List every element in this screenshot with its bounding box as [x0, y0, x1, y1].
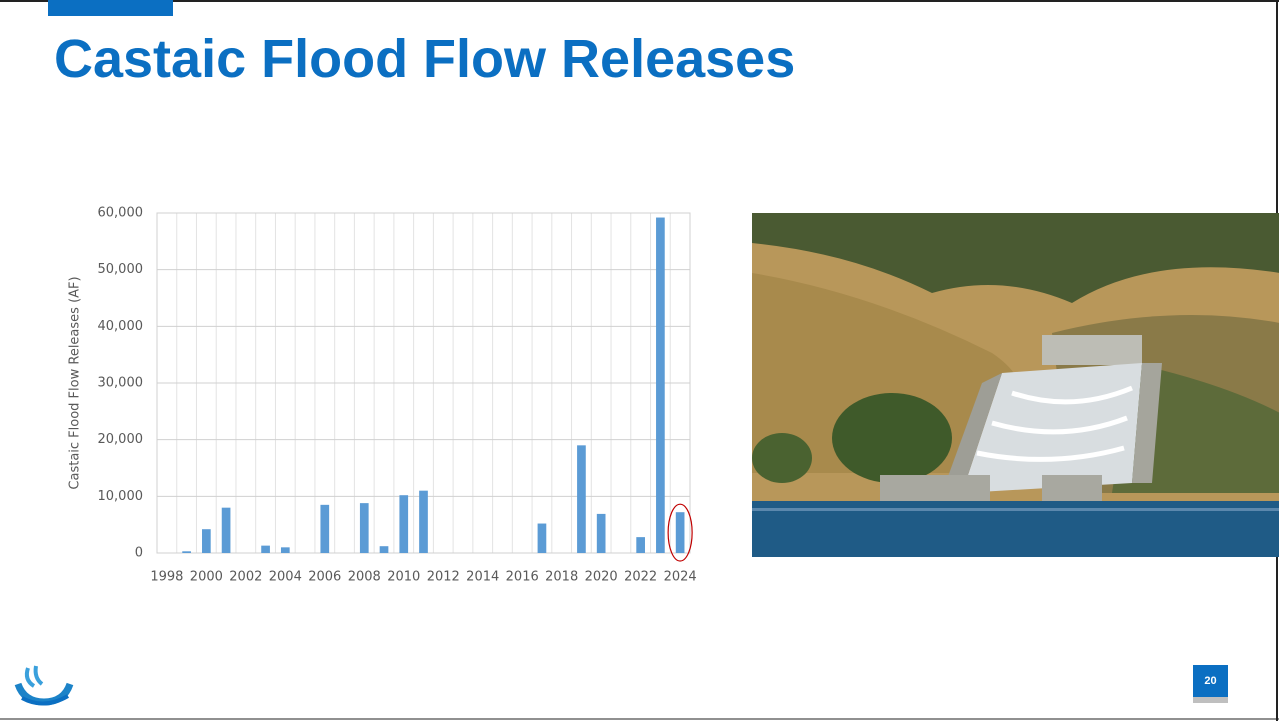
dam-photo [752, 213, 1279, 557]
bar [399, 495, 409, 553]
x-tick-label: 2006 [308, 570, 341, 585]
x-tick-label: 2002 [229, 570, 262, 585]
y-tick-label: 0 [135, 546, 143, 561]
bar [280, 547, 290, 553]
y-tick-label: 40,000 [98, 319, 144, 334]
bar [221, 507, 231, 553]
x-tick-label: 2020 [585, 570, 618, 585]
bar [656, 217, 665, 554]
x-tick-label: 2014 [466, 570, 499, 585]
highlight-circle [667, 503, 693, 562]
bar [596, 513, 606, 553]
bar [675, 512, 685, 553]
y-tick-label: 60,000 [98, 206, 144, 221]
bar [537, 523, 547, 553]
x-tick-label: 2018 [545, 570, 578, 585]
y-axis-label: Castaic Flood Flow Releases (AF) [68, 276, 83, 489]
x-tick-label: 2010 [387, 570, 420, 585]
x-tick-label: 2012 [427, 570, 460, 585]
y-tick-label: 10,000 [98, 489, 144, 504]
bar [359, 503, 369, 553]
x-tick-label: 2008 [348, 570, 381, 585]
y-tick-label: 30,000 [98, 376, 144, 391]
bar [419, 490, 428, 553]
bar [577, 445, 586, 553]
x-tick-label: 2004 [269, 570, 302, 585]
page-number: 20 [1193, 665, 1228, 703]
y-tick-label: 20,000 [98, 432, 144, 447]
x-tick-label: 2016 [506, 570, 539, 585]
logo [14, 665, 74, 706]
bar [182, 551, 191, 553]
bar [320, 504, 330, 553]
x-tick-label: 2022 [624, 570, 657, 585]
x-tick-label: 1998 [150, 570, 183, 585]
bar [636, 537, 645, 553]
chart: 0 10,000 20,000 30,000 40,000 50,000 60,000 Cas… [68, 206, 697, 585]
slide-title: Castaic Flood Flow Releases [54, 29, 796, 89]
bar [261, 545, 270, 553]
y-tick-label: 50,000 [98, 262, 144, 277]
x-tick-label: 2024 [664, 570, 697, 585]
bar [202, 529, 211, 553]
x-tick-label: 2000 [190, 570, 223, 585]
bar [379, 546, 389, 553]
